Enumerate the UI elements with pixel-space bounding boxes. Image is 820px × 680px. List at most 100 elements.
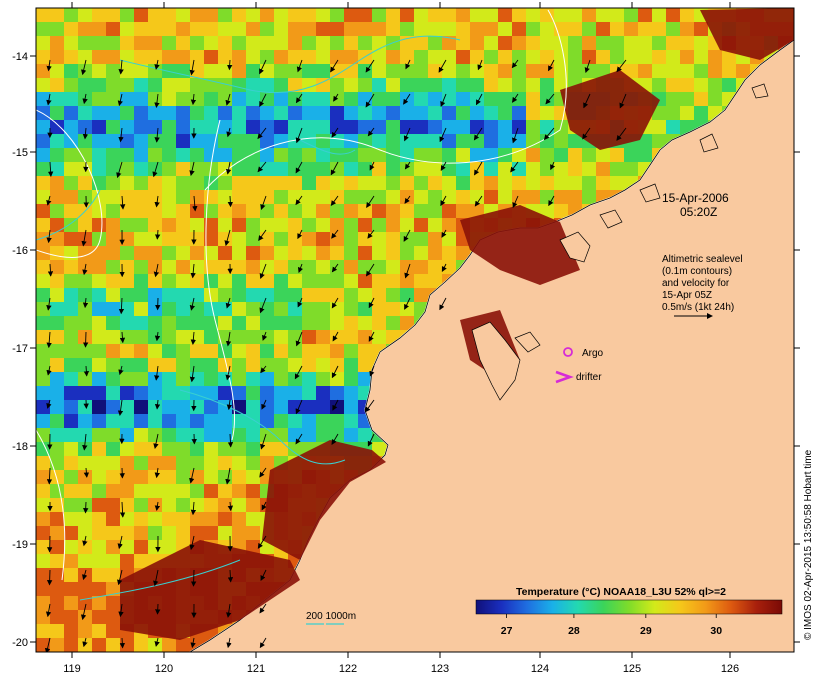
- sst-cell: [442, 78, 456, 92]
- sst-cell: [64, 400, 78, 414]
- sst-cell: [302, 288, 316, 302]
- sst-cell: [36, 526, 50, 540]
- credit-label: © IMOS 02-Apr-2015 13:50:58 Hobart time: [803, 449, 814, 640]
- sst-cell: [372, 442, 386, 456]
- colorbar-ticks: 27 28 29 30: [501, 614, 722, 637]
- sst-cell: [134, 120, 148, 134]
- sst-cell: [106, 190, 120, 204]
- sst-cell: [470, 162, 484, 176]
- sst-cell: [232, 386, 246, 400]
- sst-cell: [148, 36, 162, 50]
- sst-cell: [78, 148, 92, 162]
- velocity-arrow: [227, 569, 234, 583]
- sst-cell: [64, 484, 78, 498]
- velocity-arrow: [118, 297, 125, 315]
- sst-cell: [288, 176, 302, 190]
- sst-cell: [120, 316, 134, 330]
- sst-cell: [260, 372, 274, 386]
- sst-cell: [148, 526, 162, 540]
- sst-cell: [330, 330, 344, 344]
- sst-cell: [582, 64, 596, 78]
- sst-cell: [92, 638, 106, 652]
- y-tick-label: -16: [12, 245, 28, 257]
- sst-cell: [78, 540, 92, 554]
- sst-cell: [64, 596, 78, 610]
- sst-cell: [176, 64, 190, 78]
- sst-cell: [134, 316, 148, 330]
- velocity-arrow: [81, 59, 87, 76]
- sst-cell: [36, 120, 50, 134]
- velocity-arrow: [154, 467, 160, 479]
- sst-cell: [134, 358, 148, 372]
- velocity-arrow: [295, 399, 303, 415]
- sst-cell: [120, 428, 134, 442]
- sst-cell: [274, 260, 288, 274]
- sst-cell: [190, 302, 204, 316]
- sst-cell: [218, 134, 232, 148]
- sst-cell: [92, 344, 106, 358]
- sst-cell: [288, 78, 302, 92]
- sst-cell: [176, 36, 190, 50]
- sst-cell: [36, 176, 50, 190]
- sst-cell: [64, 442, 78, 456]
- sst-cell: [330, 148, 344, 162]
- sst-cell: [498, 190, 512, 204]
- sst-cell: [232, 330, 246, 344]
- velocity-arrow: [474, 195, 483, 207]
- sst-cell: [274, 330, 288, 344]
- sst-cell: [274, 8, 288, 22]
- sst-cell: [610, 36, 624, 50]
- sst-cell: [148, 134, 162, 148]
- sst-cell: [400, 78, 414, 92]
- sst-cell: [582, 8, 596, 22]
- velocity-arrow: [366, 263, 375, 277]
- sst-cell: [288, 386, 302, 400]
- sst-cell: [400, 106, 414, 120]
- sst-cell: [330, 302, 344, 316]
- sst-cell: [400, 162, 414, 176]
- sst-cell: [232, 64, 246, 78]
- sst-cell: [92, 484, 106, 498]
- sst-cell: [162, 232, 176, 246]
- sst-cell: [134, 288, 148, 302]
- sst-cell: [484, 106, 498, 120]
- sst-cell: [50, 64, 64, 78]
- colorbar-tick-label: 29: [640, 625, 652, 637]
- sst-cell: [372, 22, 386, 36]
- velocity-arrow: [583, 93, 591, 109]
- sst-cell: [204, 456, 218, 470]
- sst-cell: [358, 302, 372, 316]
- sst-cell: [120, 456, 134, 470]
- sst-cell: [64, 162, 78, 176]
- sst-cell: [484, 22, 498, 36]
- sst-cell: [176, 372, 190, 386]
- sst-cell: [372, 134, 386, 148]
- velocity-arrow: [510, 161, 519, 173]
- sst-cell: [274, 428, 288, 442]
- sst-cell: [162, 484, 176, 498]
- sst-cell: [50, 288, 64, 302]
- sst-cell: [106, 36, 120, 50]
- sst-cell: [526, 134, 540, 148]
- velocity-arrow: [297, 263, 304, 273]
- sst-cell: [190, 386, 204, 400]
- sst-cell: [302, 218, 316, 232]
- sst-cell: [302, 372, 316, 386]
- sst-cell: [568, 8, 582, 22]
- sst-cell: [134, 218, 148, 232]
- sst-cell: [78, 78, 92, 92]
- sst-cell: [316, 400, 330, 414]
- velocity-arrow: [119, 331, 126, 344]
- sst-cell: [722, 50, 736, 64]
- sst-cell: [260, 246, 274, 260]
- sst-cell: [442, 190, 456, 204]
- sst-cell: [330, 414, 344, 428]
- sst-cell: [92, 526, 106, 540]
- sst-cell: [428, 260, 442, 274]
- sst-cell: [36, 246, 50, 260]
- sst-cell: [64, 512, 78, 526]
- sst-cell: [218, 78, 232, 92]
- sst-cell: [316, 288, 330, 302]
- velocity-arrow: [333, 93, 339, 102]
- sst-cell: [316, 386, 330, 400]
